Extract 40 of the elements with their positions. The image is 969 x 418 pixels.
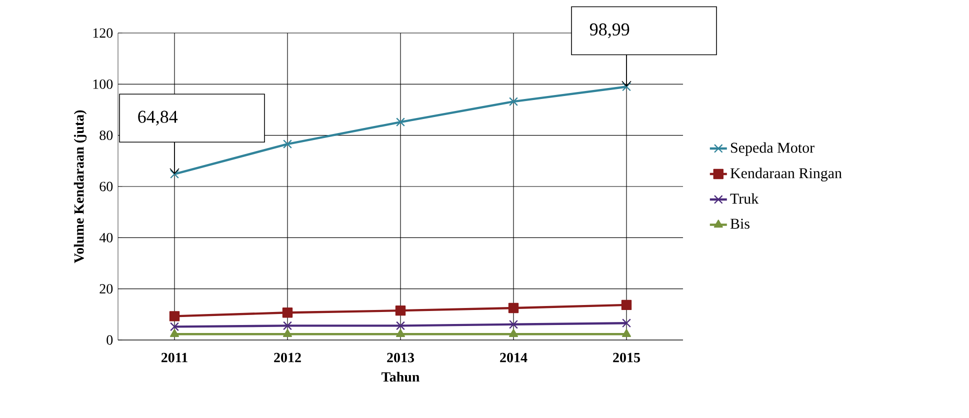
legend-label: Sepeda Motor xyxy=(730,142,814,156)
annotation: 64,84 xyxy=(138,110,178,126)
point xyxy=(509,329,518,337)
y-tick-label: 40 xyxy=(99,232,113,242)
annotation: 98,99 xyxy=(590,23,630,38)
point xyxy=(509,97,518,106)
point xyxy=(170,329,179,337)
point xyxy=(509,320,518,329)
legend-label: Truk xyxy=(730,193,759,204)
point xyxy=(169,311,180,322)
x-tick-label: 2012 xyxy=(274,352,301,362)
point xyxy=(396,329,405,337)
x-tick-label: 2013 xyxy=(387,352,414,362)
point xyxy=(395,305,406,316)
point xyxy=(508,302,519,314)
y-tick-label: 60 xyxy=(100,182,113,192)
point xyxy=(396,118,405,127)
point xyxy=(282,308,293,318)
x-axis-title: Tahun xyxy=(382,372,420,382)
point xyxy=(170,322,179,332)
legend-label: Bis xyxy=(730,218,750,229)
legend-label: Kendaraan Ringan xyxy=(730,168,842,182)
point xyxy=(170,170,179,179)
point xyxy=(283,321,292,330)
point xyxy=(283,329,292,337)
point xyxy=(622,329,631,337)
x-tick-label: 2015 xyxy=(613,352,640,362)
point xyxy=(622,318,631,328)
y-tick-label: 100 xyxy=(93,79,113,89)
point xyxy=(283,140,292,149)
y-tick-label: 80 xyxy=(100,130,113,140)
point xyxy=(396,321,405,330)
x-tick-label: 2014 xyxy=(500,352,528,362)
point xyxy=(621,300,632,310)
y-tick-label: 20 xyxy=(100,284,113,294)
x-tick-label: 2011 xyxy=(161,352,188,362)
y-tick-label: 120 xyxy=(93,28,113,38)
y-axis-title: Volume Kendaraan (juta) xyxy=(74,110,87,264)
point xyxy=(622,82,631,92)
y-tick-label: 0 xyxy=(106,335,113,345)
